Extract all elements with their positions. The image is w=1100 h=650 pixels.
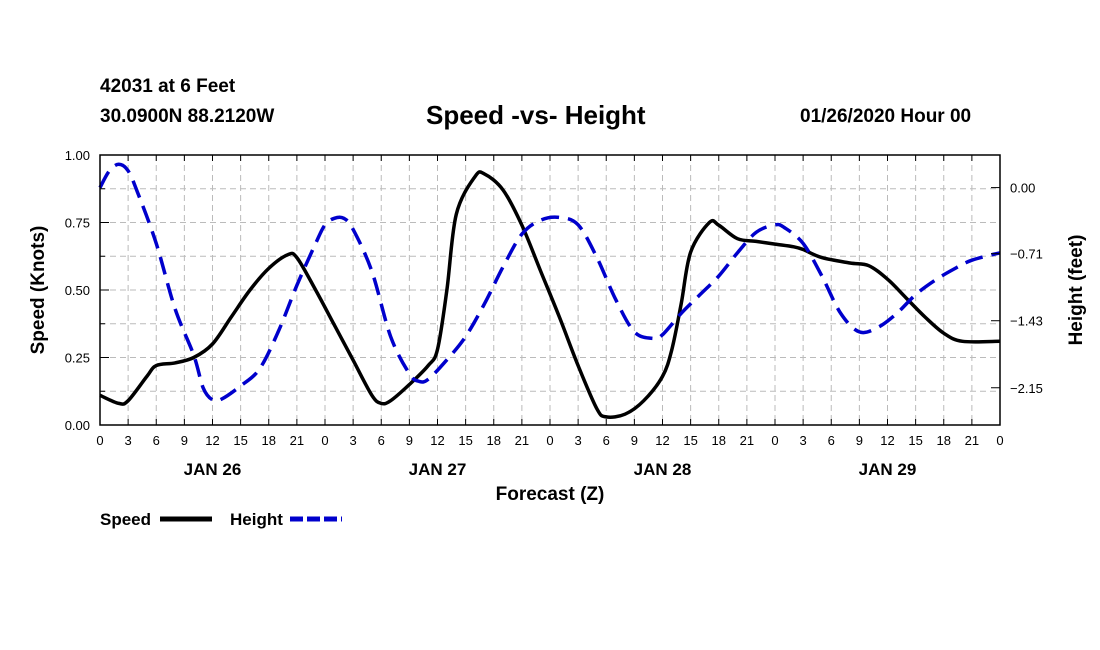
x-tick-label: 0 [771, 433, 778, 448]
x-tick-label: 6 [378, 433, 385, 448]
x-tick-label: 6 [153, 433, 160, 448]
day-label: JAN 26 [184, 460, 242, 479]
legend-speed-label: Speed [100, 510, 151, 529]
series-layer [98, 162, 1001, 419]
station-label: 42031 at 6 Feet [100, 76, 236, 97]
height-series-line [98, 162, 1001, 403]
x-tick-label: 21 [515, 433, 529, 448]
x-tick-label: 15 [908, 433, 922, 448]
x-tick-label: 12 [430, 433, 444, 448]
x-tick-label: 9 [631, 433, 638, 448]
x-tick-label: 3 [575, 433, 582, 448]
axis-ticks [99, 154, 1001, 426]
x-tick-label: 12 [655, 433, 669, 448]
x-tick-label: 12 [880, 433, 894, 448]
y-tick-label-left: 0.75 [65, 216, 90, 231]
x-tick-label: 15 [458, 433, 472, 448]
legend-height-label: Height [230, 510, 283, 529]
x-tick-label: 0 [546, 433, 553, 448]
speed-series-line [99, 170, 1001, 419]
x-tick-label: 9 [406, 433, 413, 448]
x-tick-label: 15 [233, 433, 247, 448]
x-tick-label: 3 [800, 433, 807, 448]
x-tick-label: 6 [828, 433, 835, 448]
x-tick-label: 0 [996, 433, 1003, 448]
x-tick-label: 18 [487, 433, 501, 448]
day-label: JAN 28 [634, 460, 692, 479]
x-tick-label: 0 [321, 433, 328, 448]
coordinates-label: 30.0900N 88.2120W [100, 106, 275, 127]
x-tick-label: 15 [683, 433, 697, 448]
x-axis-title: Forecast (Z) [496, 484, 605, 505]
axis-labels: 0 3 6 9 12 15 18 21 0 3 6 9 12 15 18 21 0 3 6 9 12 15 18 21 0 3 6 9… [28, 148, 1087, 505]
x-tick-label: 3 [125, 433, 132, 448]
y-axis-title-left: Speed (Knots) [28, 226, 49, 355]
y-axis-title-right: Height (feet) [1066, 235, 1087, 346]
x-tick-label: 12 [205, 433, 219, 448]
x-tick-label: 0 [96, 433, 103, 448]
day-label: JAN 29 [859, 460, 917, 479]
y-tick-label-left: 0.00 [65, 418, 90, 433]
x-tick-label: 6 [603, 433, 610, 448]
x-tick-label: 18 [937, 433, 951, 448]
y-tick-label-right: −1.43 [1010, 314, 1043, 329]
x-tick-label: 21 [965, 433, 979, 448]
y-tick-label-left: 0.25 [65, 351, 90, 366]
y-tick-label-right: 0.00 [1010, 181, 1035, 196]
x-tick-label: 21 [740, 433, 754, 448]
legend: Speed Height [100, 510, 342, 529]
forecast-datetime: 01/26/2020 Hour 00 [800, 106, 972, 127]
grid-lines [100, 155, 1000, 425]
x-tick-label: 9 [856, 433, 863, 448]
y-tick-label-left: 1.00 [65, 148, 90, 163]
y-tick-label-right: −0.71 [1010, 247, 1043, 262]
day-label: JAN 27 [409, 460, 467, 479]
x-tick-label: 21 [290, 433, 304, 448]
x-tick-label: 18 [712, 433, 726, 448]
x-tick-label: 18 [262, 433, 276, 448]
y-tick-label-right: −2.15 [1010, 381, 1043, 396]
y-tick-label-left: 0.50 [65, 283, 90, 298]
x-tick-label: 3 [350, 433, 357, 448]
x-tick-label: 9 [181, 433, 188, 448]
chart-title: Speed -vs- Height [426, 100, 646, 130]
